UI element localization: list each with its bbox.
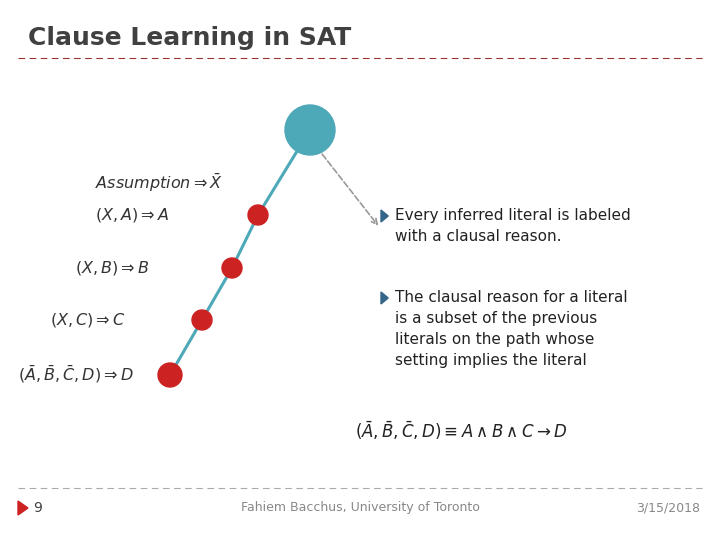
Text: Fahiem Bacchus, University of Toronto: Fahiem Bacchus, University of Toronto (240, 502, 480, 515)
Text: 3/15/2018: 3/15/2018 (636, 502, 700, 515)
Text: $\mathit{Assumption} \Rightarrow \bar{X}$: $\mathit{Assumption} \Rightarrow \bar{X}… (95, 172, 223, 194)
Circle shape (248, 205, 268, 225)
Text: The clausal reason for a literal
is a subset of the previous
literals on the pat: The clausal reason for a literal is a su… (395, 290, 628, 368)
Polygon shape (18, 501, 28, 515)
Circle shape (158, 363, 182, 387)
Polygon shape (381, 292, 388, 304)
Circle shape (192, 310, 212, 330)
Circle shape (222, 258, 242, 278)
Text: $\mathit{(X,A)} \Rightarrow \mathit{A}$: $\mathit{(X,A)} \Rightarrow \mathit{A}$ (95, 206, 169, 224)
Text: Every inferred literal is labeled
with a clausal reason.: Every inferred literal is labeled with a… (395, 208, 631, 244)
Text: $(\bar{A},\bar{B},\bar{C},D)\equiv A\wedge B\wedge C\rightarrow D$: $(\bar{A},\bar{B},\bar{C},D)\equiv A\wed… (355, 420, 567, 442)
Polygon shape (381, 210, 388, 222)
Text: 9: 9 (33, 501, 42, 515)
Text: $\mathit{(\bar{A},\bar{B},\bar{C},D)} \Rightarrow \mathit{D}$: $\mathit{(\bar{A},\bar{B},\bar{C},D)} \R… (18, 363, 134, 384)
Text: $\mathit{(X,C)} \Rightarrow \mathit{C}$: $\mathit{(X,C)} \Rightarrow \mathit{C}$ (50, 311, 125, 329)
Text: Clause Learning in SAT: Clause Learning in SAT (28, 26, 351, 50)
Circle shape (285, 105, 335, 155)
Text: $\mathit{(X,B)} \Rightarrow \mathit{B}$: $\mathit{(X,B)} \Rightarrow \mathit{B}$ (75, 259, 149, 277)
